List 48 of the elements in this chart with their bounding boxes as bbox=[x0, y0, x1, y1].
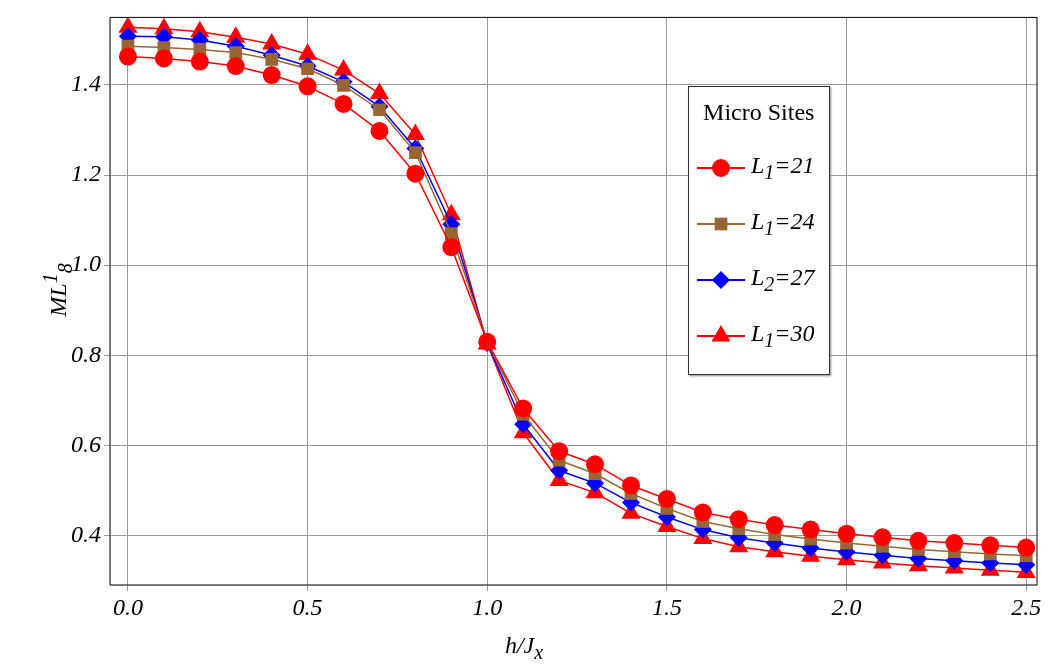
legend-label: L$_{1}$=21 bbox=[751, 152, 815, 184]
legend-label: L$_{2}$=27 bbox=[751, 264, 815, 296]
point bbox=[586, 455, 605, 474]
point bbox=[154, 49, 173, 68]
legend-title: Micro Sites bbox=[703, 99, 815, 126]
point bbox=[837, 524, 856, 543]
point bbox=[334, 94, 353, 113]
point bbox=[370, 121, 389, 140]
legend-label: L$_{1}$=30 bbox=[751, 320, 815, 352]
x-tick-label: 1.5 bbox=[651, 593, 682, 620]
point bbox=[409, 146, 422, 159]
point bbox=[301, 62, 314, 76]
point bbox=[945, 534, 964, 553]
point bbox=[801, 520, 820, 539]
point bbox=[262, 66, 281, 85]
x-tick-label: 1.0 bbox=[472, 593, 503, 620]
point bbox=[406, 164, 425, 183]
point bbox=[118, 47, 137, 66]
point bbox=[621, 476, 640, 495]
point bbox=[693, 503, 712, 522]
point bbox=[550, 442, 569, 461]
y-tick-label: 0.6 bbox=[71, 430, 101, 457]
point bbox=[729, 510, 748, 529]
y-tick-label: 1.4 bbox=[71, 70, 101, 97]
legend-label: L$_{1}$=24 bbox=[751, 208, 815, 240]
x-tick-label: 2.5 bbox=[1011, 593, 1042, 620]
point bbox=[265, 52, 279, 66]
point bbox=[190, 52, 209, 71]
point bbox=[298, 77, 317, 96]
point bbox=[514, 399, 533, 418]
point bbox=[337, 79, 350, 92]
x-axis-title: h/J$_{x}$ bbox=[503, 632, 545, 664]
point bbox=[1017, 538, 1036, 557]
point bbox=[873, 528, 892, 547]
point bbox=[909, 531, 928, 550]
point bbox=[442, 238, 461, 257]
point bbox=[373, 103, 386, 117]
point bbox=[657, 489, 676, 508]
x-tick-label: 0.0 bbox=[112, 593, 143, 620]
x-tick-label: 0.5 bbox=[292, 593, 323, 620]
point bbox=[765, 516, 784, 535]
point bbox=[226, 57, 245, 76]
y-tick-label: 0.4 bbox=[71, 520, 101, 547]
x-tick-label: 2.0 bbox=[831, 593, 862, 620]
point bbox=[229, 46, 243, 59]
point bbox=[981, 536, 1000, 555]
y-tick-label: 1.2 bbox=[71, 160, 101, 187]
y-tick-label: 0.8 bbox=[71, 340, 101, 367]
